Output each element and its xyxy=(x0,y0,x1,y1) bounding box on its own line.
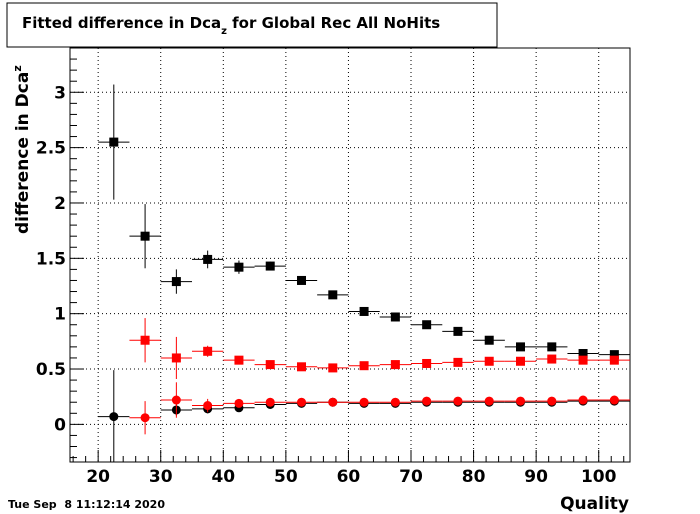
y-axis-label-subscript: z xyxy=(11,65,24,71)
data-point-circle xyxy=(109,412,119,422)
x-tick-label: 70 xyxy=(399,467,423,487)
x-tick-label: 100 xyxy=(581,467,617,487)
data-point-square xyxy=(516,356,526,366)
data-point-square xyxy=(265,261,275,271)
data-point-square xyxy=(171,353,181,363)
plot-frame xyxy=(69,47,631,463)
tick-labels: 20 30 40 50 60 70 80 90 100 0 0.5 1 1.5 2 2.5 3 xyxy=(36,83,617,487)
data-point-circle xyxy=(234,398,244,408)
data-point-square xyxy=(390,312,400,322)
data-point-circle xyxy=(516,396,526,406)
y-tick-label: 2.5 xyxy=(36,139,66,159)
data-point-square xyxy=(422,358,432,368)
chart-title: Fitted difference in Dcaz for Global Rec… xyxy=(22,14,440,37)
data-point-square xyxy=(171,277,181,287)
series-4 xyxy=(129,382,630,435)
x-tick-label: 20 xyxy=(86,467,110,487)
y-tick-label: 0.5 xyxy=(36,360,66,380)
title-subscript: z xyxy=(221,26,227,37)
data-point-square xyxy=(234,355,244,365)
data-point-circle xyxy=(328,397,338,407)
data-point-circle xyxy=(422,396,432,406)
data-point-square xyxy=(453,326,463,336)
data-point-square xyxy=(140,231,150,241)
data-point-circle xyxy=(390,397,400,407)
data-point-square xyxy=(328,290,338,300)
data-point-square xyxy=(297,362,307,372)
x-tick-label: 80 xyxy=(462,467,486,487)
data-point-square xyxy=(484,356,494,366)
data-point-square xyxy=(109,137,119,147)
data-point-square xyxy=(328,363,338,373)
data-point-circle xyxy=(359,397,369,407)
data-point-circle xyxy=(609,395,619,405)
x-axis-label: Quality xyxy=(560,494,629,514)
title-main: Fitted difference in Dca xyxy=(22,14,221,32)
data-point-square xyxy=(234,262,244,272)
data-point-square xyxy=(140,335,150,345)
timestamp: Tue Sep 8 11:12:14 2020 xyxy=(8,498,165,511)
title-box xyxy=(6,2,498,48)
series-2 xyxy=(129,318,630,379)
data-point-square xyxy=(390,360,400,370)
data-point-square xyxy=(578,355,588,365)
data-point-circle xyxy=(265,397,275,407)
title-rest: for Global Rec All NoHits xyxy=(227,14,440,32)
data-point-circle xyxy=(453,396,463,406)
data-point-square xyxy=(453,357,463,367)
data-point-circle xyxy=(171,395,181,405)
x-tick-label: 50 xyxy=(274,467,298,487)
data-point-square xyxy=(547,342,557,352)
data-point-square xyxy=(359,306,369,316)
y-axis-label: difference in Dcaz xyxy=(11,65,33,234)
data-point-square xyxy=(609,355,619,365)
data-point-square xyxy=(578,349,588,359)
data-point-square xyxy=(547,354,557,364)
data-point-square xyxy=(516,342,526,352)
data-point-circle xyxy=(547,396,557,406)
y-axis-label-main: difference in Dca xyxy=(13,72,33,234)
y-tick-label: 2 xyxy=(54,194,66,214)
y-tick-label: 0 xyxy=(54,415,66,435)
y-tick-label: 3 xyxy=(54,83,66,103)
data-point-square xyxy=(203,346,213,356)
x-tick-label: 60 xyxy=(337,467,361,487)
data-point-circle xyxy=(203,401,213,411)
data-point-square xyxy=(609,350,619,360)
data-point-circle xyxy=(484,396,494,406)
data-point-circle xyxy=(578,395,588,405)
data-marks xyxy=(98,84,630,462)
grid xyxy=(70,48,630,462)
x-tick-label: 40 xyxy=(211,467,235,487)
data-point-square xyxy=(422,320,432,330)
y-tick-label: 1 xyxy=(54,305,66,325)
data-point-square xyxy=(484,335,494,345)
data-point-square xyxy=(297,275,307,285)
x-tick-label: 90 xyxy=(524,467,548,487)
data-point-square xyxy=(265,360,275,370)
data-point-square xyxy=(203,254,213,264)
x-tick-label: 30 xyxy=(149,467,173,487)
axis-ticks xyxy=(70,47,625,462)
data-point-circle xyxy=(140,413,150,423)
y-tick-label: 1.5 xyxy=(36,249,66,269)
series-1 xyxy=(98,84,630,360)
data-point-circle xyxy=(297,397,307,407)
data-point-square xyxy=(359,361,369,371)
